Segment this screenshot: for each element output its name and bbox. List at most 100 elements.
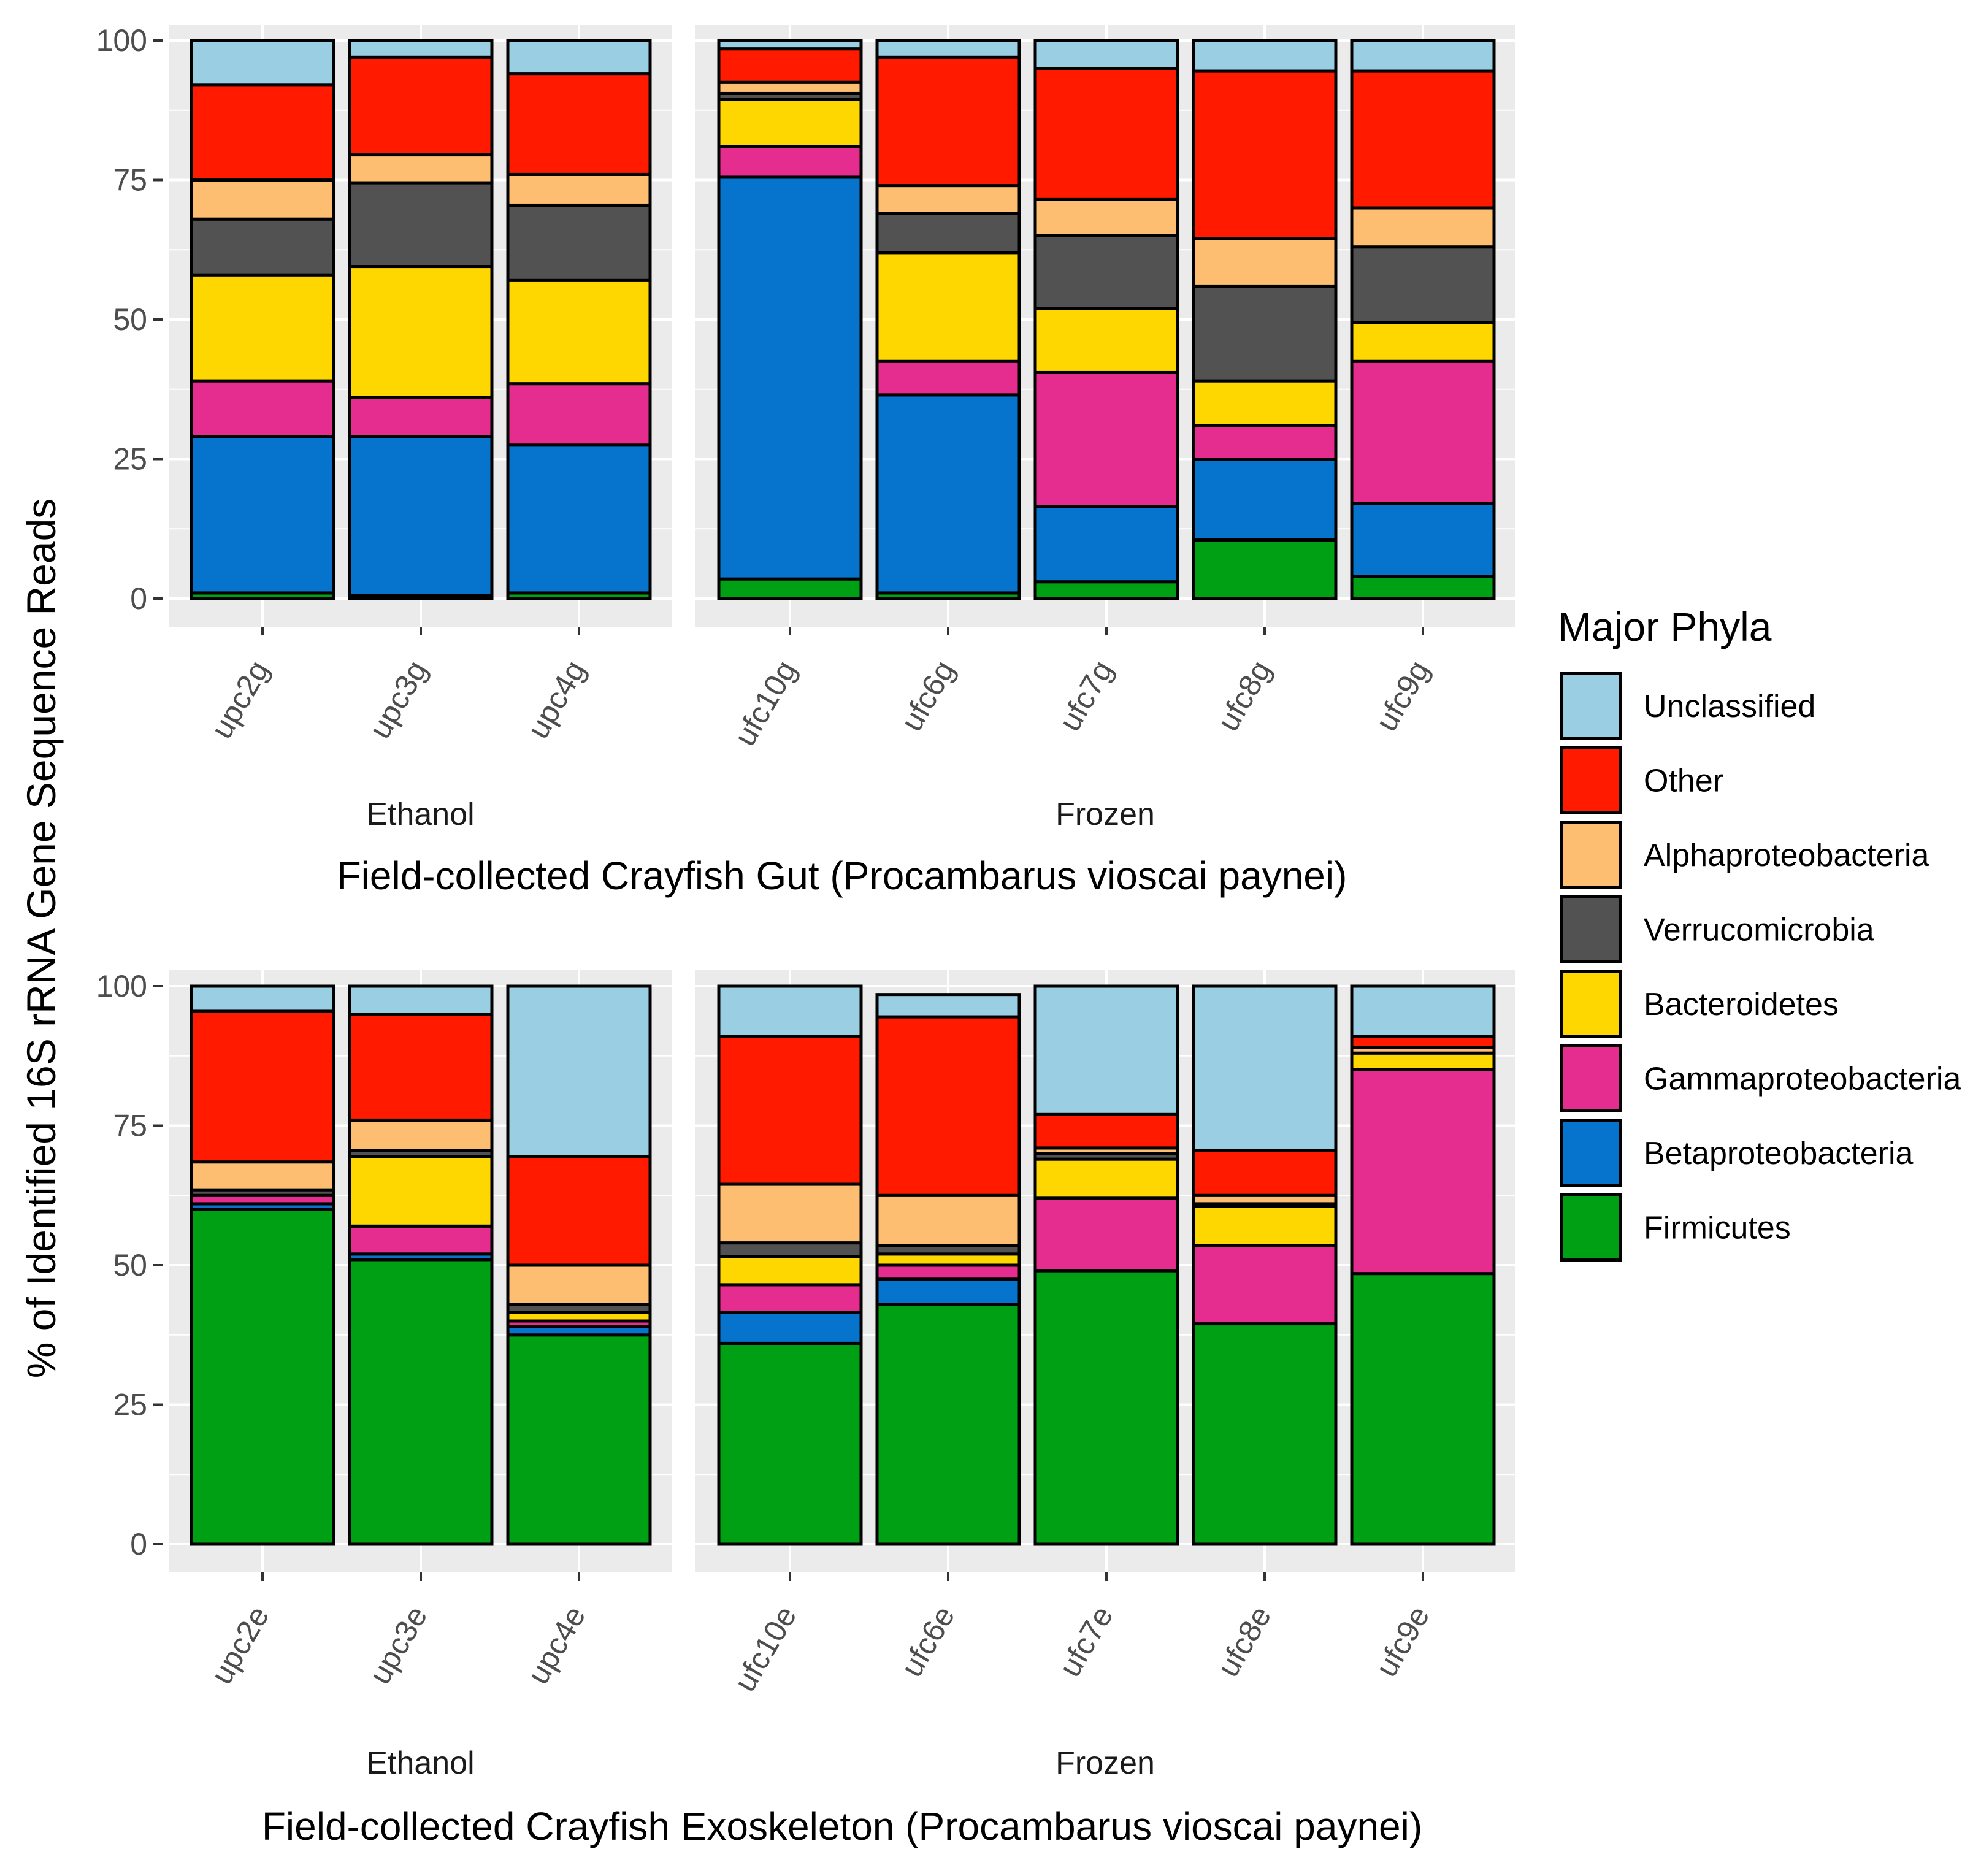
bar-segment-ufc9g-bacteroidetes (1350, 321, 1496, 363)
bar-segment-ufc9g-alphaproteobacteria (1350, 206, 1496, 249)
bar-segment-ufc10e-firmicutes (717, 1341, 863, 1546)
y-tick-label: 100 (96, 969, 147, 1003)
bar-segment-upc4e-other (506, 1155, 652, 1267)
bar-segment-ufc7e-other (1033, 1112, 1179, 1150)
bar-upc3e (348, 984, 494, 1546)
bar-segment-ufc10g-firmicutes (717, 577, 863, 600)
legend-item-betaproteobacteria: Betaproteobacteria (1560, 1119, 1913, 1187)
legend-item-verrucomicrobia: Verrucomicrobia (1560, 895, 1874, 963)
bar-segment-upc3g-betaproteobacteria (348, 435, 494, 597)
bar-segment-ufc9g-betaproteobacteria (1350, 502, 1496, 578)
bar-segment-ufc9g-gammaproteobacteria (1350, 359, 1496, 505)
bar-segment-ufc6e-betaproteobacteria (875, 1277, 1021, 1306)
legend-label: Alphaproteobacteria (1644, 838, 1929, 873)
bar-segment-ufc8e-firmicutes (1192, 1322, 1338, 1546)
x-tick-label: ufc9e (1369, 1601, 1436, 1683)
bar-segment-ufc7g-firmicutes (1033, 580, 1179, 600)
bar-segment-ufc8g-firmicutes (1192, 538, 1338, 600)
x-tick-label: upc3e (362, 1601, 434, 1690)
bar-segment-upc3e-gammaproteobacteria (348, 1224, 494, 1256)
bar-ufc7g (1033, 39, 1179, 600)
bar-segment-ufc6g-bacteroidetes (875, 251, 1021, 363)
bar-segment-ufc8e-unclassified (1192, 984, 1338, 1152)
bar-segment-ufc9e-unclassified (1350, 984, 1496, 1038)
bar-segment-ufc6e-gammaproteobacteria (875, 1263, 1021, 1281)
bar-segment-upc3e-alphaproteobacteria (348, 1118, 494, 1152)
y-tick-label: 0 (130, 581, 147, 616)
bar-segment-ufc8g-alphaproteobacteria (1192, 237, 1338, 288)
bar-segment-upc4g-betaproteobacteria (506, 443, 652, 595)
legend-swatch (1560, 895, 1622, 963)
x-tick-label: ufc8g (1211, 655, 1278, 737)
bar-segment-upc2e-unclassified (190, 984, 335, 1013)
y-tick-label: 50 (113, 1248, 147, 1282)
facet-ethanol: upc2e upc3e upc4e Ethanol (169, 970, 672, 1781)
bar-segment-ufc8e-bacteroidetes (1192, 1204, 1338, 1247)
legend-swatch (1560, 1119, 1622, 1187)
bar-segment-ufc10e-alphaproteobacteria (717, 1182, 863, 1245)
bar-segment-ufc7g-bacteroidetes (1033, 307, 1179, 374)
bar-segment-upc3e-firmicutes (348, 1258, 494, 1546)
x-tick-label: ufc7e (1052, 1601, 1120, 1683)
legend-label: Verrucomicrobia (1644, 913, 1874, 948)
bar-segment-ufc7g-alphaproteobacteria (1033, 197, 1179, 238)
bar-segment-ufc10g-unclassified (717, 39, 863, 51)
bar-segment-ufc8e-gammaproteobacteria (1192, 1244, 1338, 1326)
bar-segment-ufc9g-firmicutes (1350, 575, 1496, 600)
bar-segment-ufc10e-bacteroidetes (717, 1255, 863, 1287)
y-axis-title: % of Identified 16S rRNA Gene Sequence R… (18, 499, 64, 1379)
legend-swatch (1560, 746, 1622, 814)
bar-segment-upc4g-other (506, 72, 652, 176)
bar-segment-ufc9g-other (1350, 69, 1496, 210)
legend-item-bacteroidetes: Bacteroidetes (1560, 970, 1839, 1038)
bar-segment-upc4g-gammaproteobacteria (506, 382, 652, 447)
bar-upc4g (506, 39, 652, 600)
y-tick-label: 100 (96, 23, 147, 58)
bar-segment-upc3g-bacteroidetes (348, 265, 494, 399)
bar-ufc9e (1350, 984, 1496, 1546)
bar-upc2e (190, 984, 335, 1546)
x-tick-label: upc4g (521, 655, 592, 745)
bar-segment-upc3e-bacteroidetes (348, 1155, 494, 1228)
bar-segment-ufc8g-other (1192, 69, 1338, 240)
bar-segment-upc4g-alphaproteobacteria (506, 172, 652, 207)
bar-segment-upc3g-unclassified (348, 39, 494, 59)
bar-segment-upc2g-other (190, 83, 335, 182)
x-tick-label: ufc8e (1211, 1601, 1278, 1683)
bar-segment-ufc6e-firmicutes (875, 1303, 1021, 1546)
x-tick-label: upc4e (521, 1601, 592, 1690)
bar-ufc6g (875, 39, 1021, 600)
bar-segment-ufc8g-gammaproteobacteria (1192, 424, 1338, 461)
x-tick-label: upc2e (204, 1601, 276, 1690)
bar-segment-ufc7e-unclassified (1033, 984, 1179, 1116)
legend-swatch (1560, 821, 1622, 889)
bar-segment-upc2g-alphaproteobacteria (190, 178, 335, 221)
bar-segment-ufc7e-firmicutes (1033, 1269, 1179, 1546)
bar-segment-ufc10e-unclassified (717, 984, 863, 1038)
legend-item-other: Other (1560, 746, 1723, 814)
bar-ufc7e (1033, 984, 1179, 1546)
bar-segment-upc2g-verrucomicrobia (190, 217, 335, 277)
bar-segment-ufc7g-betaproteobacteria (1033, 505, 1179, 584)
legend-item-firmicutes: Firmicutes (1560, 1193, 1791, 1262)
legend-item-unclassified: Unclassified (1560, 672, 1815, 740)
bar-ufc10g (717, 39, 863, 600)
legend-label: Firmicutes (1644, 1211, 1791, 1246)
bar-segment-upc2e-alphaproteobacteria (190, 1160, 335, 1192)
facet-label: Frozen (1056, 797, 1155, 832)
bar-segment-upc2g-unclassified (190, 39, 335, 87)
x-tick-label: ufc10g (727, 655, 803, 752)
facet-frozen: ufc10e ufc6e ufc7e ufc8e ufc9e Frozen (695, 970, 1515, 1781)
bar-segment-upc4g-unclassified (506, 39, 652, 76)
bar-segment-upc3g-alphaproteobacteria (348, 153, 494, 185)
bar-segment-ufc6e-alphaproteobacteria (875, 1193, 1021, 1247)
bar-segment-upc3g-gammaproteobacteria (348, 396, 494, 438)
bar-segment-ufc6e-bacteroidetes (875, 1252, 1021, 1267)
x-tick-label: ufc6g (894, 655, 962, 737)
bar-segment-ufc6g-unclassified (875, 39, 1021, 59)
bar-segment-ufc10e-gammaproteobacteria (717, 1283, 863, 1314)
legend-label: Gammaproteobacteria (1644, 1062, 1961, 1097)
